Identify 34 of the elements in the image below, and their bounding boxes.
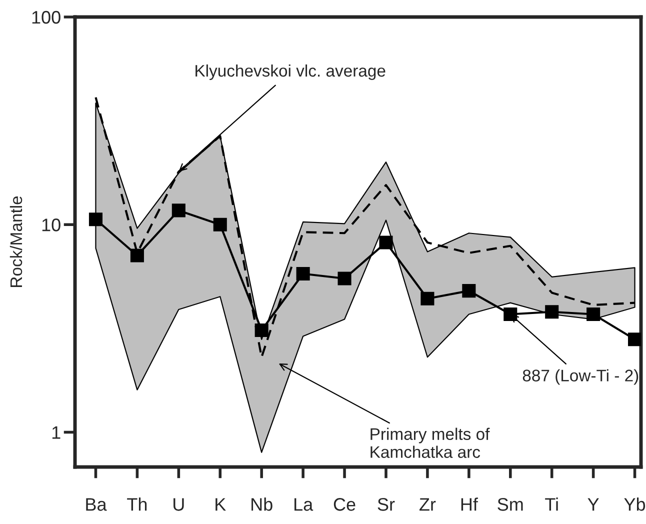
point — [296, 266, 310, 280]
point — [213, 218, 227, 232]
annotation: Primary melts of Kamchatka arc — [370, 428, 490, 458]
x-tick-label: La — [294, 498, 314, 511]
point — [338, 272, 352, 286]
annotation: Klyuchevskoi vlc. average — [196, 64, 386, 80]
x-tick-label: Ce — [334, 498, 356, 511]
x-tick-label: Ba — [86, 498, 107, 511]
point — [420, 292, 434, 306]
point — [88, 212, 103, 226]
x-tick-label: Y — [588, 498, 599, 511]
point — [172, 204, 186, 218]
x-tick-label: Th — [127, 498, 147, 511]
x-tick-label: Ti — [545, 498, 558, 511]
y-tick-label: 1 — [52, 426, 60, 439]
point — [545, 305, 559, 319]
x-tick-label: Sr — [378, 498, 395, 511]
point — [130, 248, 144, 262]
x-tick-label: Sm — [498, 498, 523, 511]
point — [628, 332, 641, 346]
x-tick-label: Nb — [252, 498, 272, 511]
point — [254, 323, 268, 337]
y-tick-label: 100 — [32, 10, 60, 24]
x-tick-label: Hf — [461, 498, 478, 511]
x-tick-label: Zr — [420, 498, 436, 511]
x-tick-label: Yb — [624, 498, 646, 511]
point — [586, 307, 600, 322]
x-tick-label: U — [174, 498, 184, 511]
x-tick-label: K — [216, 498, 226, 511]
point — [379, 236, 393, 250]
y-axis-title: Rock/Mantle — [10, 196, 22, 287]
y-tick-label: 10 — [42, 218, 60, 232]
point — [462, 284, 476, 298]
annotation: 887 (Low-Ti - 2) — [522, 369, 638, 385]
